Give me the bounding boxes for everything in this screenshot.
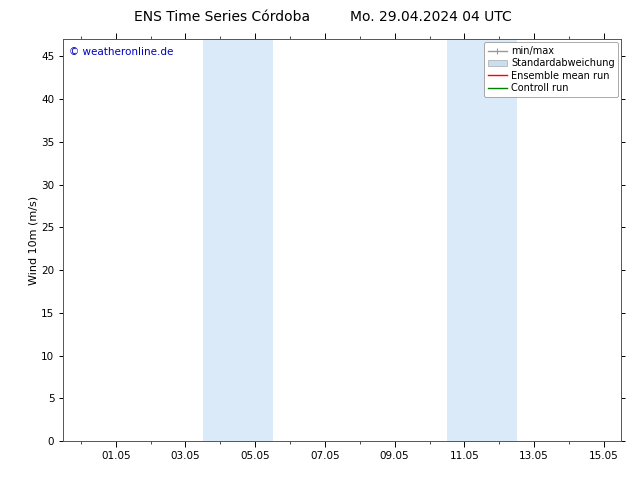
Text: Mo. 29.04.2024 04 UTC: Mo. 29.04.2024 04 UTC bbox=[350, 10, 512, 24]
Text: © weatheronline.de: © weatheronline.de bbox=[69, 47, 173, 57]
Text: ENS Time Series Córdoba: ENS Time Series Córdoba bbox=[134, 10, 310, 24]
Legend: min/max, Standardabweichung, Ensemble mean run, Controll run: min/max, Standardabweichung, Ensemble me… bbox=[484, 42, 618, 97]
Y-axis label: Wind 10m (m/s): Wind 10m (m/s) bbox=[29, 196, 38, 285]
Bar bbox=[447, 39, 517, 441]
Bar bbox=[203, 39, 273, 441]
